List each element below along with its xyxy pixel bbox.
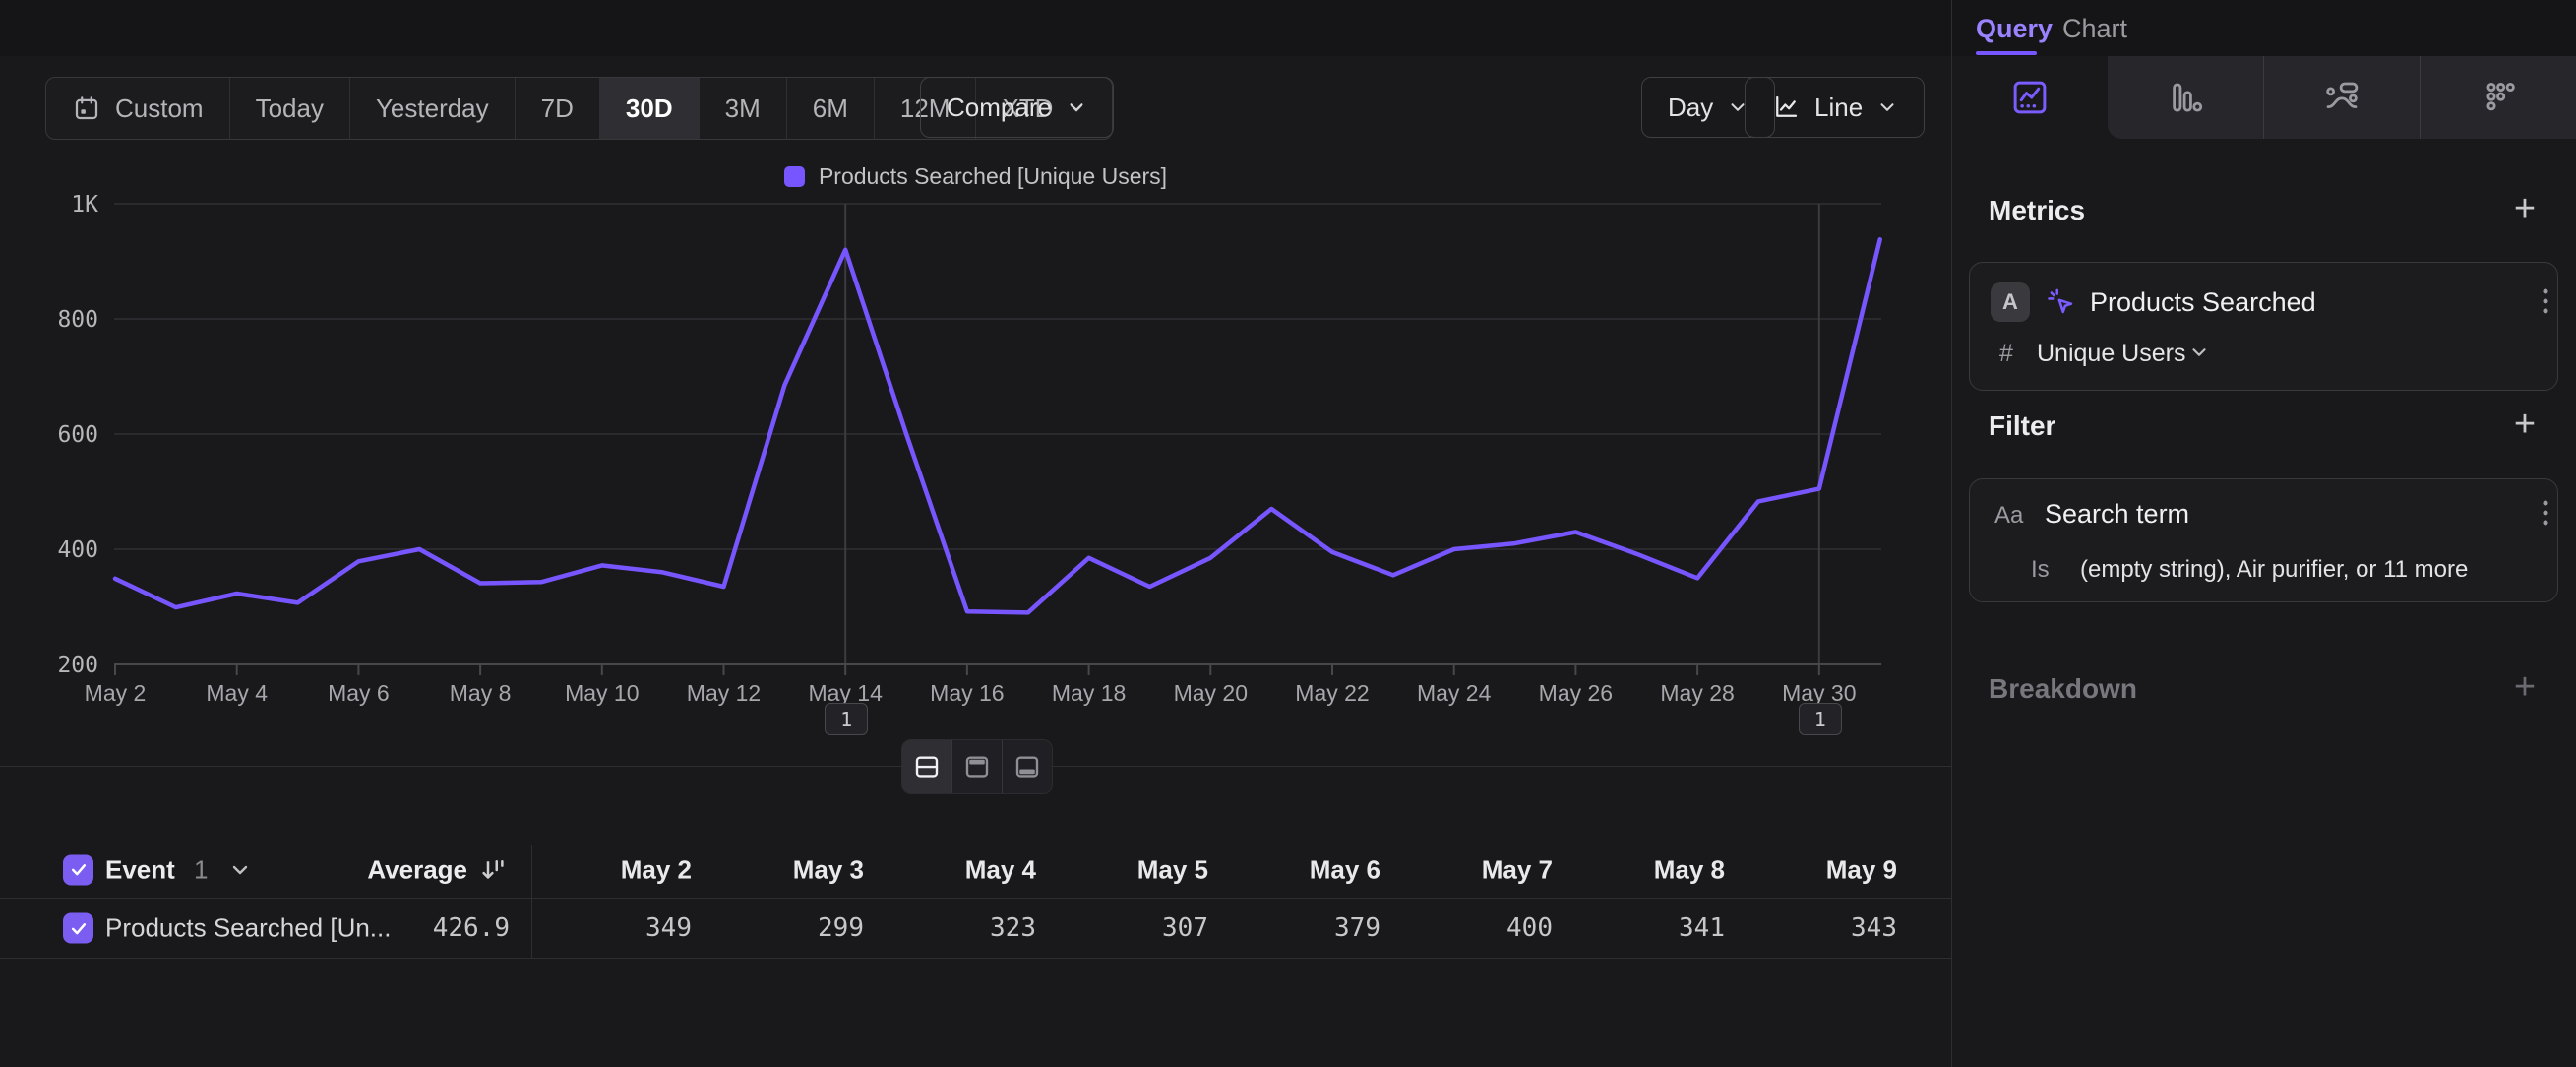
date-column-header[interactable]: May 5 [1051,854,1208,885]
x-axis-label: May 26 [1539,680,1613,706]
row-average-value: 426.9 [352,913,510,943]
report-tab-flows[interactable] [2263,56,2420,139]
chevron-down-icon [2188,342,2210,363]
filter-card[interactable]: Aa Search term Is (empty string), Air pu… [1969,478,2558,602]
insights-icon [2009,77,2051,118]
panel-divider [1951,0,1952,1067]
date-column-header[interactable]: May 8 [1567,854,1725,885]
measure-prefix: # [1999,340,2013,368]
y-axis-label: 400 [57,537,98,563]
metric-name[interactable]: Products Searched [2090,287,2316,318]
date-column-header[interactable]: May 2 [534,854,692,885]
string-type-icon: Aa [1994,502,2023,530]
report-tab-insights[interactable] [1952,56,2108,139]
tab-chart[interactable]: Chart [2062,14,2127,44]
value-cell: 299 [706,913,864,943]
date-column-header[interactable]: May 6 [1223,854,1380,885]
date-column-header[interactable]: May 9 [1740,854,1897,885]
metrics-heading: Metrics [1989,195,2085,226]
report-type-tabs [1952,56,2576,139]
view-toggle-bottom-panel[interactable] [1002,740,1052,793]
date-column-header[interactable]: May 3 [706,854,864,885]
y-axis-label: 600 [57,422,98,448]
date-column-header[interactable]: May 4 [879,854,1036,885]
view-toggle-split[interactable] [902,740,951,793]
chart-area[interactable]: 1K 800 600 400 200May 2 May 4 May 6 May 8 May 10… [0,0,1951,768]
x-axis-label: May 22 [1295,680,1369,706]
y-axis-label: 200 [57,653,98,678]
event-checkbox[interactable] [63,854,93,885]
chevron-down-icon[interactable] [228,858,252,882]
top-panel-icon [962,752,992,782]
tab-query[interactable]: Query [1976,14,2053,44]
row-checkbox[interactable] [63,913,93,944]
x-axis-label: May 2 [85,680,147,706]
event-pointer-icon [2045,285,2078,319]
x-axis-label: May 24 [1417,680,1492,706]
value-cell: 341 [1567,913,1725,943]
metric-letter-badge: A [1991,282,2030,322]
add-metric-button[interactable]: + [2505,190,2545,227]
kebab-menu-icon[interactable] [2534,496,2557,530]
x-axis-label: May 8 [450,680,512,706]
bottom-panel-icon [1012,752,1042,782]
breakdown-heading: Breakdown [1989,673,2137,705]
x-axis-label: May 10 [565,680,639,706]
query-sidebar: Query Chart Metrics + A Products Searche… [1952,0,2576,1067]
report-tab-funnels[interactable] [2108,56,2263,139]
view-toggle [901,739,1053,794]
report-tab-retention[interactable] [2420,56,2576,139]
filter-heading: Filter [1989,410,2055,442]
x-axis-label: May 28 [1660,680,1734,706]
filter-value[interactable]: (empty string), Air purifier, or 11 more [2080,556,2468,584]
measure-selector[interactable]: Unique Users [2037,340,2185,368]
funnels-icon [2165,77,2206,118]
filter-property-name[interactable]: Search term [2045,499,2189,530]
flows-icon [2321,77,2362,118]
value-cell: 379 [1223,913,1380,943]
active-tab-underline [1976,51,2037,55]
main-panel: CustomTodayYesterday7D30D3M6M12MXTD Comp… [0,0,1951,1067]
value-cell: 343 [1740,913,1897,943]
x-axis-label: May 6 [328,680,390,706]
retention-icon [2478,77,2519,118]
value-cell: 323 [879,913,1036,943]
kebab-menu-icon[interactable] [2534,284,2557,318]
value-cell: 307 [1051,913,1208,943]
check-icon [69,860,89,880]
date-column-header[interactable]: May 7 [1395,854,1553,885]
metric-card[interactable]: A Products Searched # Unique Users [1969,262,2558,391]
x-axis-label: May 12 [687,680,761,706]
x-axis-label: May 18 [1052,680,1126,706]
annotation-badge[interactable]: 1 [1799,703,1842,735]
value-cell: 400 [1395,913,1553,943]
y-axis-label: 800 [57,307,98,333]
add-breakdown-button[interactable]: + [2505,668,2545,706]
annotation-badge[interactable]: 1 [825,703,868,735]
row-series-name: Products Searched [Un... [105,913,391,944]
series-line [115,239,1880,612]
event-column-label: Event [105,854,175,885]
x-axis-label: May 4 [206,680,268,706]
filter-operator[interactable]: Is [2031,556,2050,584]
view-toggle-top-panel[interactable] [951,740,1002,793]
split-view-icon [912,752,942,782]
table-header: Event 1 Average May 2 May 3 May 4 May 5 May … [0,842,1951,899]
check-icon [69,918,89,938]
sort-icon[interactable] [478,855,508,885]
average-column-label[interactable]: Average [295,854,467,885]
event-count: 1 [194,854,208,885]
x-axis-label: May 20 [1174,680,1248,706]
x-axis-label: May 16 [930,680,1004,706]
table-row[interactable]: Products Searched [Un... 426.9 349 299 323… [0,899,1951,959]
y-axis-label: 1K [71,192,98,218]
value-cell: 349 [534,913,692,943]
add-filter-button[interactable]: + [2505,406,2545,443]
